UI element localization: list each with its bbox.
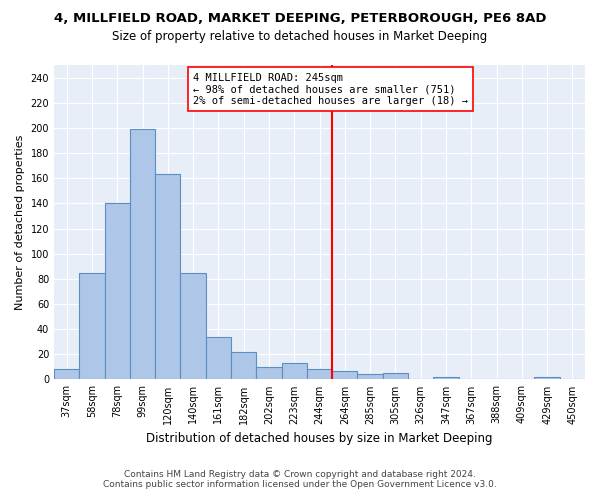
Text: 4, MILLFIELD ROAD, MARKET DEEPING, PETERBOROUGH, PE6 8AD: 4, MILLFIELD ROAD, MARKET DEEPING, PETER… <box>54 12 546 26</box>
X-axis label: Distribution of detached houses by size in Market Deeping: Distribution of detached houses by size … <box>146 432 493 445</box>
Bar <box>104 204 130 380</box>
Bar <box>206 336 231 380</box>
Bar <box>535 377 560 380</box>
Bar <box>231 352 256 380</box>
Bar <box>358 374 383 380</box>
Y-axis label: Number of detached properties: Number of detached properties <box>15 134 25 310</box>
Text: Contains HM Land Registry data © Crown copyright and database right 2024.
Contai: Contains HM Land Registry data © Crown c… <box>103 470 497 489</box>
Bar <box>307 370 332 380</box>
Bar <box>181 272 206 380</box>
Bar <box>54 370 79 380</box>
Text: Size of property relative to detached houses in Market Deeping: Size of property relative to detached ho… <box>112 30 488 43</box>
Bar <box>281 363 307 380</box>
Bar <box>256 367 281 380</box>
Bar <box>130 129 155 380</box>
Bar <box>383 373 408 380</box>
Bar <box>433 377 458 380</box>
Bar <box>79 272 104 380</box>
Bar <box>332 370 358 380</box>
Text: 4 MILLFIELD ROAD: 245sqm
← 98% of detached houses are smaller (751)
2% of semi-d: 4 MILLFIELD ROAD: 245sqm ← 98% of detach… <box>193 72 468 106</box>
Bar <box>155 174 181 380</box>
